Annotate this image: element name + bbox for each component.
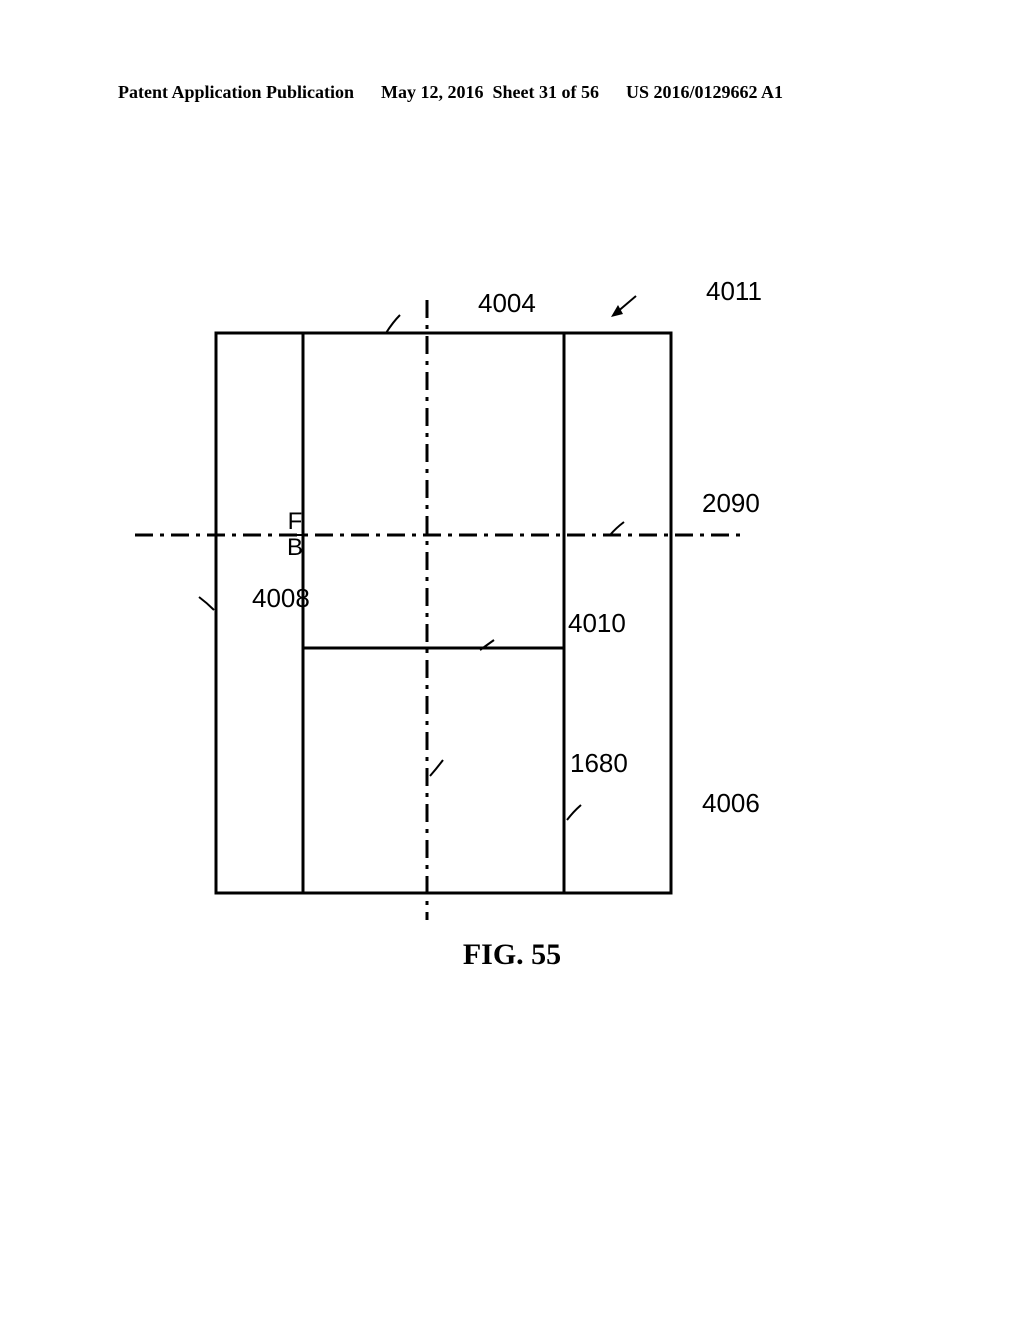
label-4010: 4010 — [568, 608, 626, 639]
leader-2090 — [610, 522, 624, 535]
pub-label: Patent Application Publication May 12, 2… — [118, 82, 783, 102]
label-4008: 4008 — [252, 583, 310, 614]
leader-1680 — [430, 760, 443, 776]
label-1680: 1680 — [570, 748, 628, 779]
figure-title: FIG. 55 — [0, 938, 1024, 972]
figure-diagram — [120, 270, 880, 990]
leader-4006 — [567, 805, 581, 820]
label-2090: 2090 — [702, 488, 760, 519]
leader-4008 — [199, 597, 214, 610]
fb-denominator: B — [283, 536, 307, 560]
label-4011: 4011 — [706, 276, 762, 307]
page: Patent Application Publication May 12, 2… — [0, 0, 1024, 1320]
label-4006: 4006 — [702, 788, 760, 819]
fb-numerator: F — [283, 510, 307, 536]
label-4004: 4004 — [478, 288, 536, 319]
fb-fraction: F B — [283, 510, 307, 560]
leader-4004 — [386, 315, 400, 333]
header-bar: Patent Application Publication May 12, 2… — [118, 82, 906, 103]
arrow-4011-head — [611, 305, 623, 317]
